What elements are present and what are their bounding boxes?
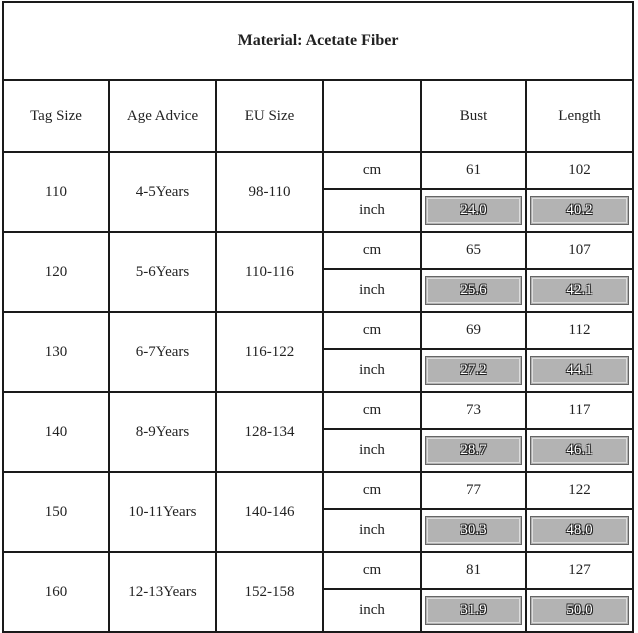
length-inch-cell: 46.1: [524, 428, 635, 473]
length-inch-cell: 50.0: [524, 588, 635, 633]
header-unit: [322, 79, 422, 153]
length-inch-cell: 44.1: [524, 348, 635, 393]
length-cm-cell: 112: [524, 311, 635, 350]
bust-cm-cell: 73: [420, 391, 527, 430]
length-inch-value: 48.0: [530, 516, 630, 545]
age-advice-cell: 6-7Years: [108, 311, 217, 393]
bust-inch-cell: 24.0: [420, 188, 527, 233]
bust-inch-value: 25.6: [425, 276, 522, 305]
header-length: Length: [524, 79, 635, 153]
unit-inch-cell: inch: [322, 268, 422, 313]
table-row-cm: 140 8-9Years 128-134 cm 73 117: [2, 391, 635, 473]
bust-inch-value: 27.2: [425, 356, 522, 385]
length-inch-value: 50.0: [530, 596, 630, 625]
table-row-cm: 150 10-11Years 140-146 cm 77 122: [2, 471, 635, 553]
length-inch-cell: 40.2: [524, 188, 635, 233]
eu-size-cell: 152-158: [215, 551, 324, 633]
unit-cm-cell: cm: [322, 231, 422, 270]
tag-size-cell: 120: [2, 231, 110, 313]
bust-inch-value: 28.7: [425, 436, 522, 465]
bust-cm-cell: 77: [420, 471, 527, 510]
length-inch-value: 40.2: [530, 196, 630, 225]
length-cm-cell: 122: [524, 471, 635, 510]
bust-inch-cell: 31.9: [420, 588, 527, 633]
eu-size-cell: 116-122: [215, 311, 324, 393]
age-advice-cell: 10-11Years: [108, 471, 217, 553]
tag-size-cell: 160: [2, 551, 110, 633]
eu-size-cell: 140-146: [215, 471, 324, 553]
unit-inch-cell: inch: [322, 508, 422, 553]
header-age-advice: Age Advice: [108, 79, 217, 153]
bust-cm-cell: 65: [420, 231, 527, 270]
bust-inch-cell: 27.2: [420, 348, 527, 393]
bust-inch-value: 30.3: [425, 516, 522, 545]
length-inch-value: 46.1: [530, 436, 630, 465]
table-row-cm: 130 6-7Years 116-122 cm 69 112: [2, 311, 635, 393]
age-advice-cell: 4-5Years: [108, 151, 217, 233]
unit-cm-cell: cm: [322, 391, 422, 430]
header-tag-size: Tag Size: [2, 79, 110, 153]
tag-size-cell: 110: [2, 151, 110, 233]
table-row-inch: inch 27.2 44.1: [3, 348, 635, 393]
unit-inch-cell: inch: [322, 428, 422, 473]
unit-inch-cell: inch: [322, 588, 422, 633]
table-title: Material: Acetate Fiber: [1, 1, 635, 81]
unit-cm-cell: cm: [322, 151, 422, 190]
length-cm-cell: 127: [524, 551, 635, 590]
length-cm-cell: 107: [524, 231, 635, 270]
length-cm-cell: 117: [524, 391, 635, 430]
unit-inch-cell: inch: [322, 188, 422, 233]
bust-inch-cell: 25.6: [420, 268, 527, 313]
bust-cm-cell: 81: [420, 551, 527, 590]
age-advice-cell: 8-9Years: [108, 391, 217, 473]
bust-inch-cell: 30.3: [420, 508, 527, 553]
eu-size-cell: 128-134: [215, 391, 324, 473]
unit-cm-cell: cm: [322, 311, 422, 350]
bust-cm-cell: 69: [420, 311, 527, 350]
bust-inch-value: 24.0: [425, 196, 522, 225]
length-inch-cell: 48.0: [524, 508, 635, 553]
unit-inch-cell: inch: [322, 348, 422, 393]
length-inch-cell: 42.1: [524, 268, 635, 313]
table-row-cm: 160 12-13Years 152-158 cm 81 127: [2, 551, 635, 633]
length-cm-cell: 102: [524, 151, 635, 190]
age-advice-cell: 12-13Years: [108, 551, 217, 633]
tag-size-cell: 150: [2, 471, 110, 553]
bust-inch-value: 31.9: [425, 596, 522, 625]
length-inch-value: 42.1: [530, 276, 630, 305]
table-row-inch: inch 24.0 40.2: [3, 188, 635, 233]
table-row-inch: inch 30.3 48.0: [3, 508, 635, 553]
bust-cm-cell: 61: [420, 151, 527, 190]
table-row-cm: 120 5-6Years 110-116 cm 65 107: [2, 231, 635, 313]
tag-size-cell: 130: [2, 311, 110, 393]
table-row-inch: inch 25.6 42.1: [3, 268, 635, 313]
header-bust: Bust: [420, 79, 527, 153]
length-inch-value: 44.1: [530, 356, 630, 385]
age-advice-cell: 5-6Years: [108, 231, 217, 313]
eu-size-cell: 98-110: [215, 151, 324, 233]
bust-inch-cell: 28.7: [420, 428, 527, 473]
unit-cm-cell: cm: [322, 551, 422, 590]
tag-size-cell: 140: [2, 391, 110, 473]
table-row-inch: inch 28.7 46.1: [3, 428, 635, 473]
table-row-cm: 110 4-5Years 98-110 cm 61 102: [2, 151, 635, 233]
unit-cm-cell: cm: [322, 471, 422, 510]
header-eu-size: EU Size: [215, 79, 324, 153]
eu-size-cell: 110-116: [215, 231, 324, 313]
